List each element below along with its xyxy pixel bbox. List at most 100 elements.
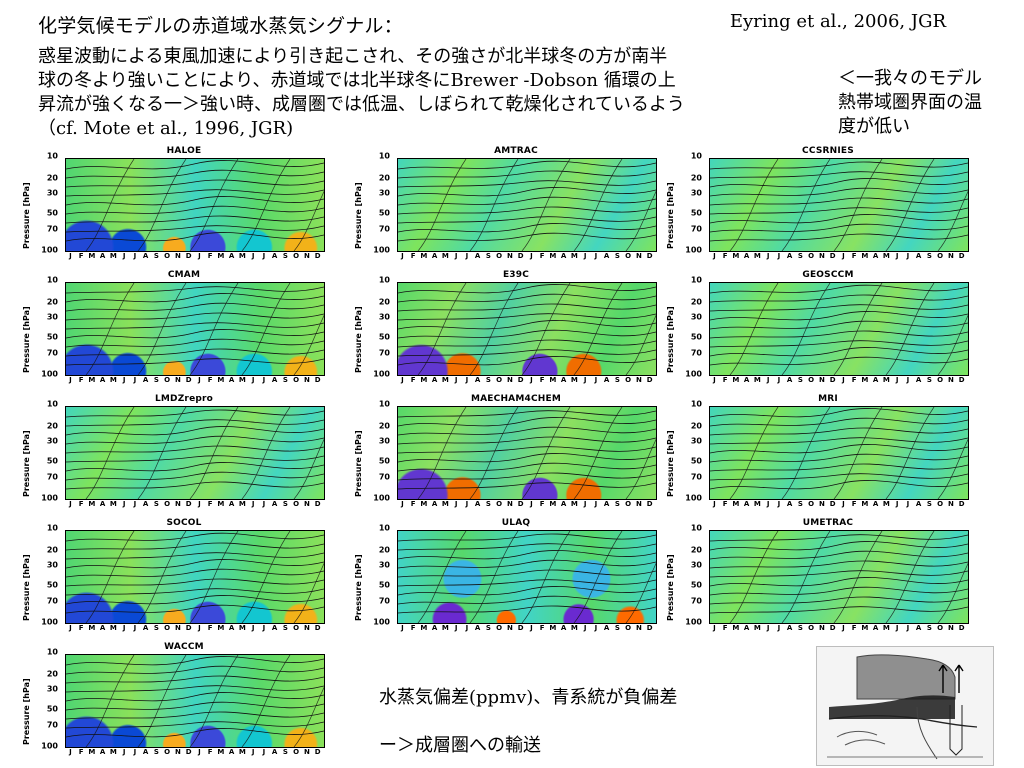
x-tick-label: A [474,252,481,260]
x-tick-label: J [69,624,72,632]
x-tick-label: J [777,376,781,384]
y-tick-label: 30 [378,436,390,446]
side-note-line: ＜一我々のモデル [838,68,982,89]
x-tick-label: J [198,252,201,260]
y-tick-label: 70 [46,348,58,358]
contour-plot [709,406,969,500]
x-tick-label: J [842,376,845,384]
x-tick-label: J [906,624,910,632]
y-tick-label: 70 [690,224,702,234]
y-tick-label: 30 [46,684,58,694]
x-tick-label: A [872,500,879,508]
x-tick-label: J [594,500,598,508]
x-tick-label: M [441,500,449,508]
x-tick-label: O [164,500,171,508]
y-tick-label: 70 [46,720,58,730]
x-tick-label: D [314,624,321,632]
schematic-svg [817,647,993,765]
x-tick-label: F [539,376,545,384]
y-tick-label: 20 [690,297,702,307]
x-tick-label: J [251,500,255,508]
x-tick-label: J [842,252,845,260]
x-tick-label: M [109,624,117,632]
x-tick-label: M [238,252,246,260]
x-tick-label: J [895,376,899,384]
y-tick-label: 10 [46,399,58,409]
panel-title: HALOE [166,146,202,156]
panel-title: AMTRAC [494,146,538,156]
x-tick-label: J [198,376,201,384]
paragraph-line: 昇流が強くなる一＞強い時、成層圏では低温、しぼられて乾燥化されているよう [38,94,685,115]
x-tick-label: M [882,624,890,632]
x-tick-label: N [947,500,954,508]
x-tick-label: J [198,500,201,508]
x-tick-label: J [583,252,587,260]
x-tick-label: J [594,624,598,632]
x-tick-label: A [228,748,235,756]
side-note: ＜一我々のモデル 熱帯域圏界面の温 度が低い [838,67,982,139]
x-tick-label: D [517,624,524,632]
x-tick-label: J [251,376,255,384]
x-tick-label: D [517,500,524,508]
x-tick-label: O [937,624,944,632]
x-tick-label: J [198,624,201,632]
x-tick-label: M [420,624,428,632]
x-tick-label: J [906,500,910,508]
panel-title: E39C [502,270,530,280]
x-tick-label: N [303,376,310,384]
x-tick-label: N [947,252,954,260]
contour-lines [710,407,968,499]
y-tick-label: 100 [41,741,58,751]
x-tick-label: N [818,376,825,384]
x-tick-label: A [142,252,149,260]
x-tick-label: M [420,376,428,384]
y-axis-ticks: 10 20 30 50 70 100 [370,276,390,379]
x-tick-label: D [314,748,321,756]
x-tick-label: J [401,252,404,260]
y-tick-label: 10 [690,275,702,285]
x-tick-label: S [797,500,803,508]
y-axis-label: Pressure [hPa] [354,554,363,622]
x-tick-label: D [958,624,965,632]
x-tick-label: O [496,624,503,632]
x-tick-label: M [861,252,869,260]
x-tick-label: A [474,624,481,632]
y-tick-label: 100 [685,617,702,627]
x-tick-label: J [777,500,781,508]
x-tick-label: M [88,624,96,632]
x-tick-label: M [238,624,246,632]
x-tick-label: A [99,500,106,508]
y-axis-ticks: 10 20 30 50 70 100 [682,400,702,503]
x-tick-label: J [713,624,716,632]
x-tick-label: N [303,748,310,756]
x-tick-label: S [926,376,932,384]
x-tick-label: A [743,252,750,260]
x-tick-label: A [228,500,235,508]
x-tick-label: A [474,500,481,508]
x-tick-label: J [198,748,201,756]
y-axis-ticks: 10 20 30 50 70 100 [38,648,58,751]
x-tick-label: O [937,252,944,260]
y-tick-label: 30 [378,560,390,570]
x-tick-label: F [207,500,213,508]
x-tick-label: A [560,252,567,260]
panel-title: WACCM [164,642,204,652]
x-tick-label: F [78,748,84,756]
x-tick-label: F [78,500,84,508]
contour-lines [66,407,324,499]
contour-plot [397,158,657,252]
x-tick-label: J [842,500,845,508]
x-tick-label: M [217,624,225,632]
x-tick-label: M [217,252,225,260]
x-tick-label: N [635,376,642,384]
y-tick-label: 100 [41,493,58,503]
x-tick-label: D [829,252,836,260]
x-tick-label: N [506,252,513,260]
